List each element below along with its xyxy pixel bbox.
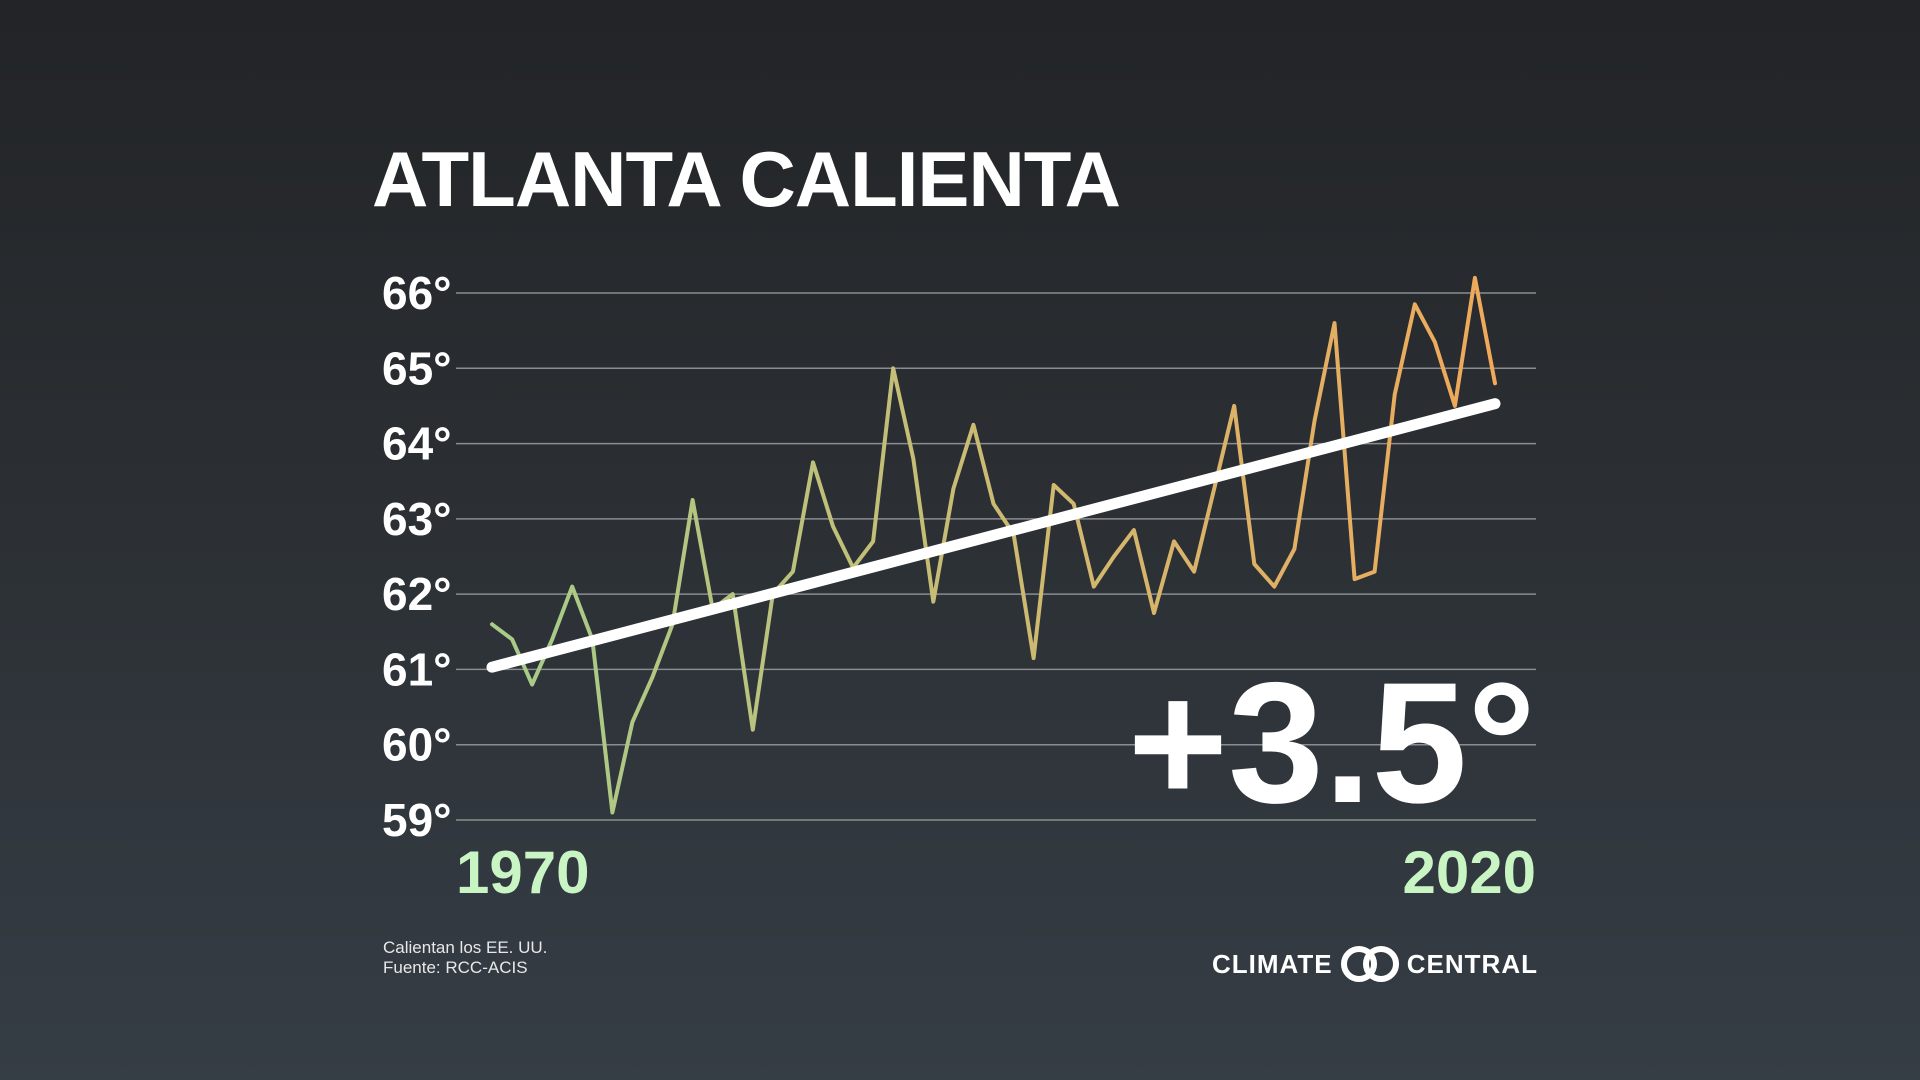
y-tick-label: 65° xyxy=(382,342,452,394)
y-tick-label: 60° xyxy=(382,719,452,771)
source-line-1: Calientan los EE. UU. xyxy=(383,938,548,957)
temperature-series xyxy=(490,275,1497,815)
climate-central-rings-icon xyxy=(1340,946,1399,982)
y-axis-ticks: 59° 60° 61° 62° 63° 64° 65° 66° xyxy=(382,267,452,846)
x-tick-label: 2020 xyxy=(1403,839,1536,906)
y-tick-label: 62° xyxy=(382,568,452,620)
y-tick-label: 66° xyxy=(382,267,452,319)
y-tick-label: 64° xyxy=(382,418,452,470)
chart-title: ATLANTA CALIENTA xyxy=(372,135,1121,223)
y-tick-label: 59° xyxy=(382,794,452,846)
source-line-2: Fuente: RCC-ACIS xyxy=(383,958,528,977)
logo-text-right: CENTRAL xyxy=(1406,948,1538,979)
trend-line-group xyxy=(486,398,1501,673)
logo-text-left: CLIMATE xyxy=(1212,948,1333,979)
y-tick-label: 61° xyxy=(382,643,452,695)
y-tick-label: 63° xyxy=(382,493,452,545)
trend-line xyxy=(486,398,1501,673)
source-note: Calientan los EE. UU. Fuente: RCC-ACIS xyxy=(383,938,547,978)
climate-central-logo: CLIMATE CENTRAL xyxy=(1212,944,1538,984)
temperature-line xyxy=(490,275,1497,815)
x-axis-ticks: 1970 2020 xyxy=(456,839,1536,906)
change-label: +3.5° xyxy=(1128,647,1536,839)
gridlines xyxy=(456,292,1536,821)
x-tick-label: 1970 xyxy=(456,839,589,906)
